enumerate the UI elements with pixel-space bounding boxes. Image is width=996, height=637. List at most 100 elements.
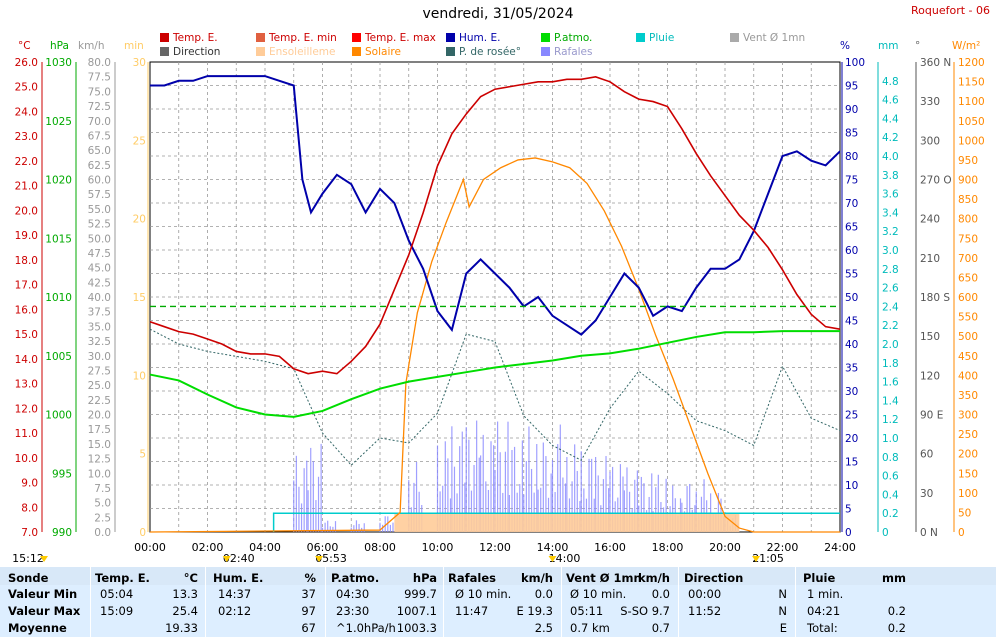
axis-unit-dir: ° bbox=[915, 40, 921, 52]
axis-tick-temp: 26.0 bbox=[15, 57, 38, 69]
axis-tick-temp: 13.0 bbox=[15, 379, 38, 391]
table-cell: 97 bbox=[301, 604, 316, 618]
axis-tick-dir: 300 bbox=[920, 135, 940, 147]
axis-tick-wind: 5.0 bbox=[94, 498, 111, 510]
rain-line bbox=[272, 512, 840, 532]
axis-tick-rain: 3.8 bbox=[882, 170, 899, 182]
legend-label: P.atmo. bbox=[554, 32, 593, 44]
legend-item: Temp. E. max bbox=[352, 32, 436, 44]
legend-item: Vent Ø 1mn bbox=[730, 32, 805, 44]
axis-tick-wind: 65.0 bbox=[88, 145, 111, 157]
table-header: Hum. E. bbox=[213, 571, 264, 585]
axis-tick-sun: 5 bbox=[139, 449, 146, 461]
axis-tick-solar: 0 bbox=[958, 527, 965, 539]
x-tick-label: 22:00 bbox=[767, 541, 799, 554]
table-cell: 37 bbox=[301, 587, 316, 601]
axis-tick-temp: 18.0 bbox=[15, 255, 38, 267]
axis-tick-temp: 21.0 bbox=[15, 181, 38, 193]
table-header: Rafales bbox=[448, 571, 496, 585]
table-cell: 04:30 bbox=[336, 587, 370, 601]
axis-tick-wind: 57.5 bbox=[88, 189, 111, 201]
table-cell: 19.33 bbox=[165, 621, 198, 635]
table-cell: 14:37 bbox=[218, 587, 252, 601]
axis-tick-rain: 2.8 bbox=[882, 264, 899, 276]
marker-icon bbox=[315, 556, 324, 562]
axis-tick-hum: 80 bbox=[845, 151, 858, 163]
table-cell: 11:47 bbox=[455, 604, 489, 618]
axis-tick-solar: 600 bbox=[958, 292, 978, 304]
axis-tick-wind: 32.5 bbox=[88, 336, 111, 348]
table-separator bbox=[90, 567, 91, 637]
table-cell: Total: bbox=[807, 621, 838, 635]
axis-tick-rain: 0 bbox=[882, 527, 889, 539]
axis-tick-dir: 360 N bbox=[920, 57, 951, 69]
legend-label: Solaire bbox=[365, 46, 401, 58]
table-separator bbox=[443, 567, 444, 637]
axis-tick-dir: 60 bbox=[920, 449, 933, 461]
legend-swatch bbox=[160, 33, 169, 42]
axis-tick-solar: 800 bbox=[958, 214, 978, 226]
table-cell: 0.0 bbox=[651, 587, 670, 601]
axis-tick-solar: 750 bbox=[958, 233, 978, 245]
table-separator bbox=[678, 567, 679, 637]
legend-item: Temp. E. min bbox=[256, 32, 337, 44]
axis-tick-rain: 2.6 bbox=[882, 283, 899, 295]
table-cell: 0.7 km bbox=[570, 621, 610, 635]
table-cell: Ø 10 min. bbox=[455, 587, 512, 601]
marker-icon bbox=[548, 556, 557, 562]
axis-tick-rain: 2.2 bbox=[882, 320, 899, 332]
axis-tick-solar: 150 bbox=[958, 468, 978, 480]
axis-tick-solar: 1100 bbox=[958, 96, 985, 108]
x-tick-label: 10:00 bbox=[422, 541, 454, 554]
axis-tick-dir: 30 bbox=[920, 488, 933, 500]
table-row-label: Moyenne bbox=[8, 621, 67, 635]
legend-swatch bbox=[730, 33, 739, 42]
table-header: % bbox=[304, 571, 316, 585]
axis-tick-rain: 4.8 bbox=[882, 76, 899, 88]
axis-unit-temp: °C bbox=[18, 40, 31, 52]
marker-icon bbox=[752, 556, 761, 562]
legend-swatch bbox=[352, 33, 361, 42]
axis-tick-pressure: 1030 bbox=[45, 57, 72, 69]
x-tick-label: 02:00 bbox=[192, 541, 224, 554]
axis-tick-rain: 2.4 bbox=[882, 301, 899, 313]
table-header: km/h bbox=[637, 571, 670, 585]
table-cell: 0.2 bbox=[887, 621, 906, 635]
axis-tick-solar: 900 bbox=[958, 175, 978, 187]
x-tick-label: 20:00 bbox=[709, 541, 741, 554]
legend-label: Temp. E. min bbox=[269, 32, 337, 44]
axis-unit-pressure: hPa bbox=[50, 40, 69, 52]
axis-tick-rain: 4.6 bbox=[882, 95, 899, 107]
table-cell: N bbox=[778, 587, 787, 601]
axis-unit-hum: % bbox=[840, 40, 850, 52]
axis-tick-hum: 20 bbox=[845, 433, 858, 445]
axis-tick-wind: 30.0 bbox=[88, 351, 111, 363]
x-tick-label: 14:00 bbox=[537, 541, 569, 554]
axis-tick-rain: 3.6 bbox=[882, 189, 899, 201]
axis-tick-dir: 150 bbox=[920, 331, 940, 343]
axis-tick-wind: 75.0 bbox=[88, 86, 111, 98]
axis-tick-temp: 22.0 bbox=[15, 156, 38, 168]
axis-tick-wind: 20.0 bbox=[88, 410, 111, 422]
table-cell: 05:11 bbox=[570, 604, 604, 618]
axis-tick-rain: 1.8 bbox=[882, 358, 899, 370]
table-header: °C bbox=[183, 571, 198, 585]
axis-tick-dir: 270 O bbox=[920, 175, 952, 187]
table-cell: 05:04 bbox=[100, 587, 134, 601]
axis-tick-temp: 8.0 bbox=[21, 502, 38, 514]
axis-tick-sun: 30 bbox=[133, 57, 146, 69]
axis-tick-wind: 60.0 bbox=[88, 175, 111, 187]
axis-tick-rain: 1.0 bbox=[882, 433, 899, 445]
axis-tick-temp: 17.0 bbox=[15, 280, 38, 292]
axis-tick-pressure: 1015 bbox=[45, 233, 72, 245]
axis-tick-hum: 100 bbox=[845, 57, 865, 69]
axis-tick-solar: 550 bbox=[958, 312, 978, 324]
table-cell: 11:52 bbox=[688, 604, 722, 618]
axis-tick-hum: 40 bbox=[845, 339, 858, 351]
axis-tick-temp: 25.0 bbox=[15, 82, 38, 94]
x-tick-label: 04:00 bbox=[249, 541, 281, 554]
x-tick-label: 00:00 bbox=[134, 541, 166, 554]
legend-item: Pluie bbox=[636, 32, 674, 44]
x-tick-label: 24:00 bbox=[824, 541, 856, 554]
table-row-label: Valeur Max bbox=[8, 604, 81, 618]
